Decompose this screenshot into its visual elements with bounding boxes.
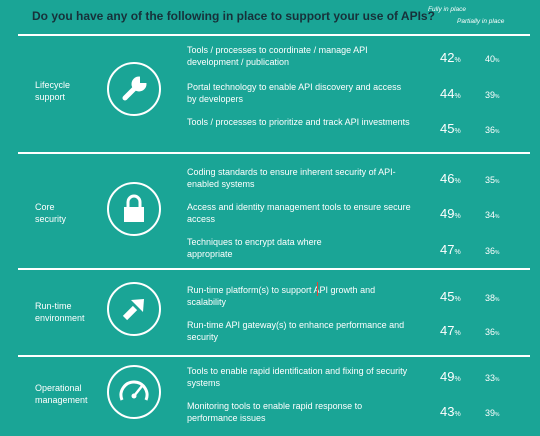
divider xyxy=(18,152,530,154)
legend-partially-in-place: Partially in place xyxy=(457,18,505,25)
item-label: Techniques to encrypt data where appropr… xyxy=(187,237,322,259)
item-label: Run-time API gateway(s) to enhance perfo… xyxy=(187,320,405,342)
partially-in-place-value: 36% xyxy=(485,246,500,256)
category-label-run-time-environment: Run-time environment xyxy=(35,301,85,323)
partially-in-place-value: 39% xyxy=(485,90,500,100)
item-label: Tools / processes to prioritize and trac… xyxy=(187,117,410,127)
text-cursor xyxy=(317,282,318,296)
fully-in-place-value: 49% xyxy=(440,369,461,384)
divider xyxy=(18,355,530,357)
item-label: Monitoring tools to enable rapid respons… xyxy=(187,401,363,423)
divider xyxy=(18,34,530,36)
fully-in-place-value: 45% xyxy=(440,121,461,136)
partially-in-place-value: 33% xyxy=(485,373,500,383)
partially-in-place-value: 35% xyxy=(485,175,500,185)
category-label-core-security: Core security xyxy=(35,202,67,224)
partially-in-place-value: 36% xyxy=(485,327,500,337)
fully-in-place-value: 45% xyxy=(440,289,461,304)
item-label: Coding standards to ensure inherent secu… xyxy=(187,167,396,189)
partially-in-place-value: 39% xyxy=(485,408,500,418)
partially-in-place-value: 38% xyxy=(485,293,500,303)
item-label: Run-time platform(s) to support API grow… xyxy=(187,285,376,307)
partially-in-place-value: 36% xyxy=(485,125,500,135)
fully-in-place-value: 46% xyxy=(440,171,461,186)
fully-in-place-value: 42% xyxy=(440,50,461,65)
legend-fully-in-place: Fully in place xyxy=(428,6,466,13)
item-label: Portal technology to enable API discover… xyxy=(187,82,402,104)
lock-icon xyxy=(107,182,161,236)
fully-in-place-value: 47% xyxy=(440,323,461,338)
divider xyxy=(18,268,530,270)
wrench-icon xyxy=(107,62,161,116)
speedometer-icon xyxy=(107,365,161,419)
arrow-up-right-icon xyxy=(107,282,161,336)
fully-in-place-value: 49% xyxy=(440,206,461,221)
partially-in-place-value: 40% xyxy=(485,54,500,64)
category-label-lifecycle-support: Lifecycle support xyxy=(35,80,71,102)
item-label: Tools to enable rapid identification and… xyxy=(187,366,408,388)
category-label-operational-management: Operational management xyxy=(35,383,88,405)
chart-title: Do you have any of the following in plac… xyxy=(32,9,435,23)
fully-in-place-value: 44% xyxy=(440,86,461,101)
item-label: Access and identity management tools to … xyxy=(187,202,411,224)
partially-in-place-value: 34% xyxy=(485,210,500,220)
fully-in-place-value: 43% xyxy=(440,404,461,419)
item-label: Tools / processes to coordinate / manage… xyxy=(187,45,368,67)
fully-in-place-value: 47% xyxy=(440,242,461,257)
